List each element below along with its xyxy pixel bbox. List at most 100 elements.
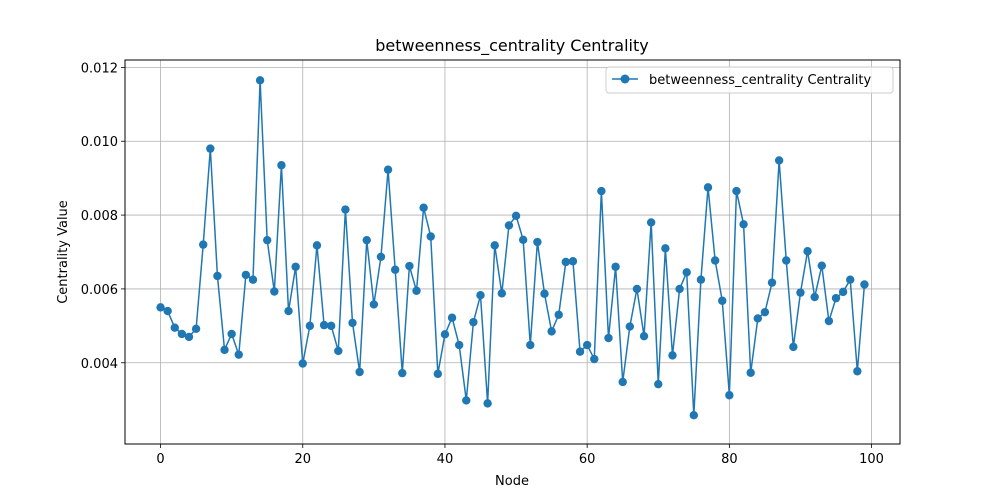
data-point — [846, 275, 855, 284]
data-point — [526, 340, 535, 350]
data-point — [248, 275, 258, 284]
data-point — [654, 379, 663, 389]
data-point — [675, 284, 684, 294]
data-point — [319, 320, 329, 330]
data-point — [803, 247, 812, 256]
data-point — [533, 237, 542, 247]
data-point — [412, 286, 421, 295]
data-point — [582, 340, 592, 350]
data-point — [597, 186, 606, 196]
data-point — [504, 221, 514, 230]
data-point — [390, 265, 400, 274]
data-point — [739, 220, 748, 229]
data-point — [341, 205, 350, 214]
data-point — [454, 340, 464, 350]
data-point — [753, 314, 762, 323]
data-point — [490, 241, 499, 250]
x-axis-label: Node — [495, 474, 529, 489]
data-point — [618, 377, 627, 387]
data-point — [838, 287, 848, 297]
data-point — [241, 270, 251, 280]
data-point — [426, 232, 435, 241]
data-point — [725, 391, 734, 400]
data-point — [227, 329, 236, 339]
data-point — [291, 262, 300, 271]
series-line — [160, 79, 866, 416]
x-tick-label: 0 — [156, 452, 164, 467]
y-tick-label: 0.010 — [81, 135, 118, 150]
data-point — [703, 183, 713, 192]
x-tick-label: 60 — [579, 452, 596, 467]
data-point — [639, 331, 649, 341]
data-point — [590, 354, 599, 364]
data-point — [796, 288, 805, 297]
legend-entry: betweenness_centrality Centrality — [649, 73, 871, 88]
data-point — [774, 156, 784, 165]
data-point — [682, 268, 691, 277]
data-point — [575, 347, 585, 356]
data-point — [348, 318, 357, 328]
data-point — [689, 411, 699, 420]
data-point — [782, 256, 791, 265]
data-point — [263, 235, 272, 245]
data-point — [191, 324, 201, 333]
data-point — [632, 284, 642, 294]
data-point — [824, 316, 834, 326]
data-point — [383, 165, 393, 174]
legend-box — [605, 66, 894, 94]
data-point — [440, 330, 450, 339]
data-point — [362, 235, 371, 245]
data-point — [469, 317, 478, 327]
x-tick-label: 80 — [721, 452, 738, 467]
data-point — [710, 256, 720, 265]
x-tick-label: 40 — [437, 452, 454, 467]
data-point — [334, 346, 343, 356]
data-point — [746, 368, 755, 377]
y-axis-ticks: 0.004 0.006 0.008 0.010 0.012 — [81, 61, 125, 372]
data-point — [547, 327, 556, 336]
data-point — [199, 240, 208, 249]
data-point — [277, 161, 286, 170]
legend: betweenness_centrality Centrality — [605, 66, 894, 94]
data-point — [568, 257, 578, 266]
y-tick-label: 0.004 — [81, 357, 118, 372]
data-point — [177, 329, 187, 339]
data-point — [369, 300, 379, 309]
data-point — [625, 322, 635, 331]
data-point — [540, 289, 549, 298]
data-point — [831, 293, 841, 303]
x-axis-ticks: 0 20 40 60 80 100 — [156, 444, 884, 467]
data-point — [668, 351, 677, 360]
data-point — [405, 261, 414, 271]
data-point — [604, 333, 613, 343]
data-point — [760, 307, 770, 317]
data-point — [206, 144, 215, 153]
data-point — [696, 275, 706, 284]
data-point — [518, 235, 528, 245]
data-point — [789, 342, 798, 352]
data-point — [853, 367, 862, 376]
plot-frame — [124, 59, 901, 445]
data-point — [554, 310, 563, 319]
data-point — [661, 244, 670, 253]
data-point — [355, 367, 364, 377]
data-point — [326, 321, 336, 331]
data-point — [163, 306, 172, 316]
series-layer — [156, 76, 869, 420]
data-point — [298, 359, 307, 368]
data-point — [234, 350, 243, 359]
data-point — [170, 323, 179, 332]
data-point — [270, 287, 279, 296]
data-point — [419, 203, 428, 212]
data-point — [561, 257, 571, 267]
y-tick-label: 0.006 — [81, 283, 118, 298]
chart-title: betweenness_centrality Centrality — [375, 36, 648, 56]
data-point — [497, 289, 507, 298]
data-point — [433, 369, 443, 379]
data-point — [312, 241, 322, 250]
data-point — [810, 292, 819, 302]
data-point — [213, 271, 222, 281]
data-point — [817, 261, 826, 270]
data-point — [483, 399, 492, 408]
